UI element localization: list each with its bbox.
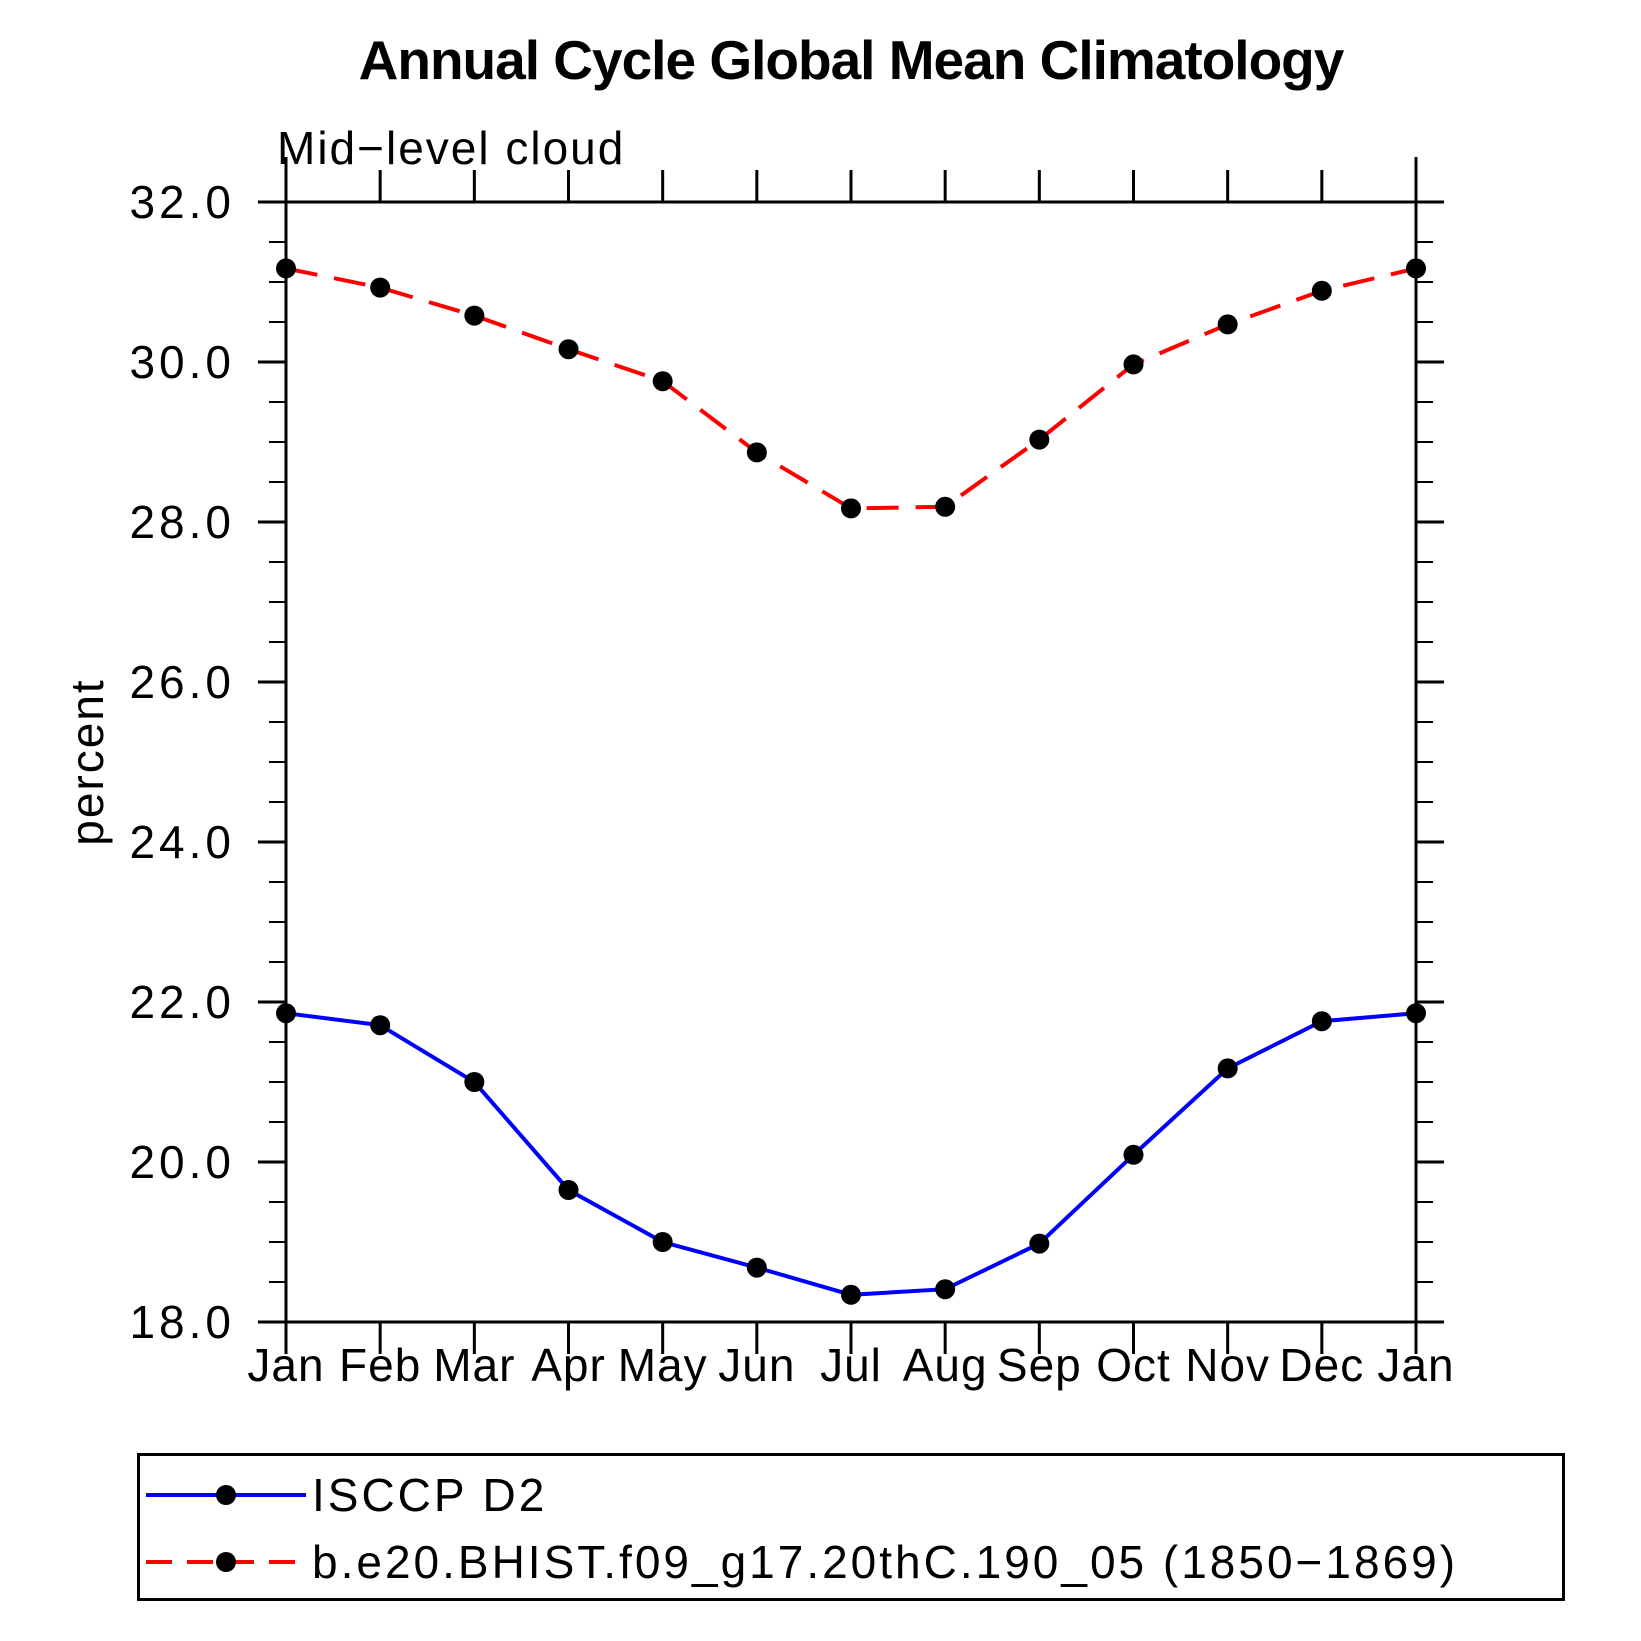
legend-marker-dot [216,1552,236,1572]
svg-text:30.0: 30.0 [129,336,235,388]
svg-text:22.0: 22.0 [129,976,235,1028]
chart-subtitle: Mid−level cloud [277,122,626,174]
svg-text:26.0: 26.0 [129,656,235,708]
legend-item-isccp: ISCCP D2 [146,1469,547,1521]
svg-text:Aug: Aug [903,1339,988,1391]
svg-text:Jan: Jan [1377,1339,1454,1391]
svg-text:Mar: Mar [433,1339,515,1391]
legend-marker-dot [216,1485,236,1505]
svg-text:Jun: Jun [718,1339,795,1391]
svg-text:Jan: Jan [247,1339,324,1391]
svg-text:18.0: 18.0 [129,1296,235,1348]
legend-box: ISCCP D2 b.e20.BHIST.f09_g17.20thC.190_0… [137,1453,1565,1601]
svg-text:20.0: 20.0 [129,1136,235,1188]
legend-line-solid-sample [146,1485,306,1505]
svg-text:28.0: 28.0 [129,496,235,548]
svg-text:24.0: 24.0 [129,816,235,868]
svg-text:May: May [618,1339,708,1391]
legend-line-dashed-sample [146,1552,306,1572]
svg-text:Sep: Sep [997,1339,1082,1391]
svg-text:Oct: Oct [1096,1339,1171,1391]
svg-text:Jul: Jul [820,1339,882,1391]
legend-label-isccp: ISCCP D2 [312,1469,548,1521]
legend-item-model: b.e20.BHIST.f09_g17.20thC.190_05 (1850−1… [146,1536,1458,1588]
svg-text:Nov: Nov [1185,1339,1270,1391]
svg-text:Feb: Feb [339,1339,421,1391]
legend-label-model: b.e20.BHIST.f09_g17.20thC.190_05 (1850−1… [312,1536,1459,1588]
chart-title: Annual Cycle Global Mean Climatology [358,29,1345,91]
svg-text:32.0: 32.0 [129,176,235,228]
svg-text:Apr: Apr [531,1339,606,1391]
svg-text:Dec: Dec [1279,1339,1364,1391]
